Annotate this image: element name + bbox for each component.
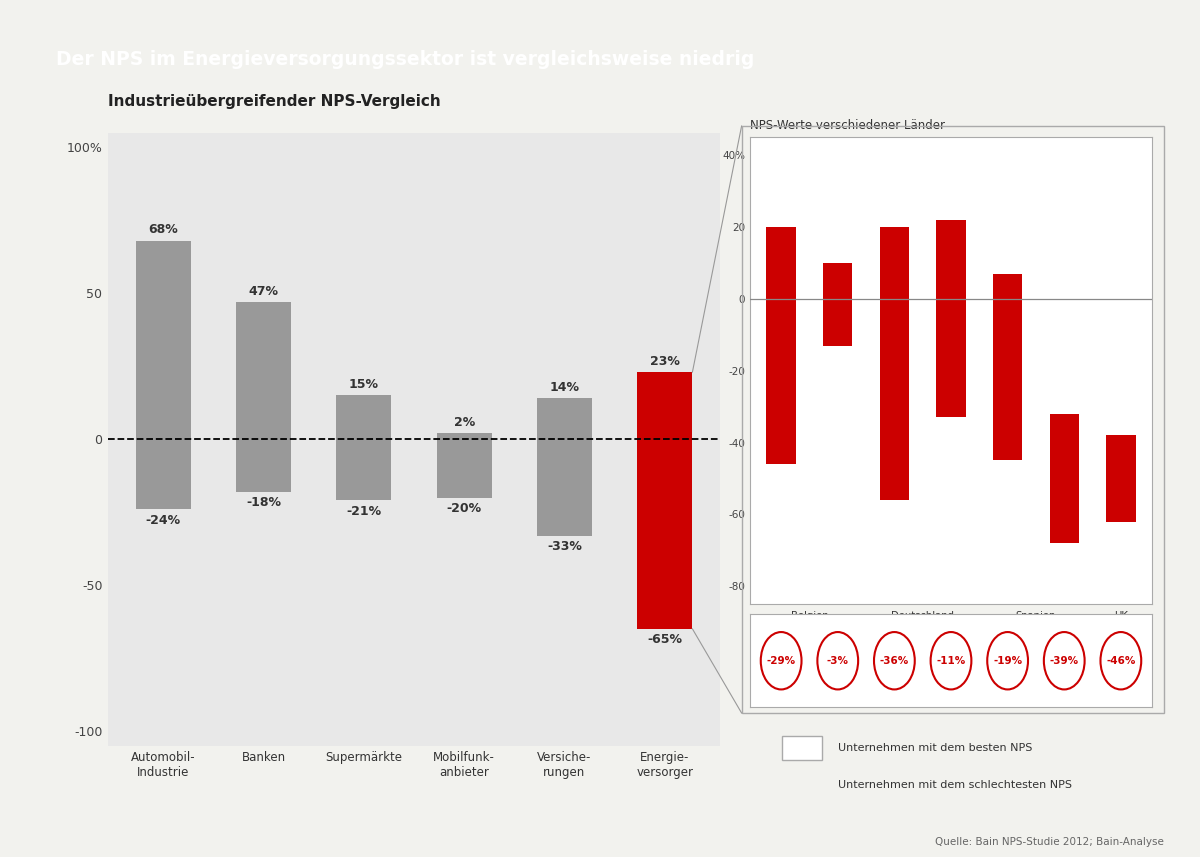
Text: 68%: 68% — [149, 224, 178, 237]
Bar — [136, 241, 191, 509]
Text: -19%: -19% — [994, 656, 1022, 666]
Text: Quelle: Bain NPS-Studie 2012; Bain-Analyse: Quelle: Bain NPS-Studie 2012; Bain-Analy… — [935, 836, 1164, 847]
Text: -24%: -24% — [145, 513, 181, 526]
Text: Industrieübergreifender NPS-Vergleich: Industrieübergreifender NPS-Vergleich — [108, 93, 440, 109]
Bar — [236, 302, 292, 492]
Ellipse shape — [931, 632, 971, 689]
Text: -36%: -36% — [880, 656, 910, 666]
Bar — [637, 372, 692, 629]
Text: 23%: 23% — [650, 355, 679, 368]
Text: -29%: -29% — [767, 656, 796, 666]
FancyBboxPatch shape — [782, 735, 822, 760]
Bar — [880, 227, 910, 500]
Bar — [1106, 435, 1135, 522]
Ellipse shape — [761, 632, 802, 689]
Text: -65%: -65% — [647, 633, 683, 646]
Bar — [767, 227, 796, 464]
Text: 15%: 15% — [349, 378, 379, 391]
Text: 47%: 47% — [248, 285, 278, 297]
Text: Belgien: Belgien — [791, 611, 828, 621]
Ellipse shape — [988, 632, 1028, 689]
Bar — [992, 273, 1022, 460]
Bar — [936, 219, 966, 417]
Text: -21%: -21% — [347, 505, 382, 518]
Text: 2%: 2% — [454, 416, 475, 429]
Text: -18%: -18% — [246, 496, 281, 509]
Text: -46%: -46% — [1106, 656, 1135, 666]
Ellipse shape — [817, 632, 858, 689]
Text: -33%: -33% — [547, 540, 582, 553]
Text: Spanien: Spanien — [1015, 611, 1056, 621]
Text: UK: UK — [1114, 611, 1128, 621]
Text: Niederlande: Niederlande — [892, 631, 953, 641]
Text: 14%: 14% — [550, 381, 580, 394]
Text: -39%: -39% — [1050, 656, 1079, 666]
Ellipse shape — [874, 632, 914, 689]
Ellipse shape — [1100, 632, 1141, 689]
Text: -20%: -20% — [446, 502, 481, 515]
Text: Der NPS im Energieversorgungssektor ist vergleichsweise niedrig: Der NPS im Energieversorgungssektor ist … — [56, 50, 755, 69]
Bar — [336, 395, 391, 500]
Ellipse shape — [1044, 632, 1085, 689]
Bar — [437, 434, 492, 498]
Text: Frankreich: Frankreich — [784, 631, 835, 641]
Text: Schweden: Schweden — [1010, 631, 1062, 641]
Text: NPS: NPS — [760, 656, 785, 666]
Bar — [1050, 414, 1079, 543]
Text: Unternehmen mit dem schlechtesten NPS: Unternehmen mit dem schlechtesten NPS — [839, 780, 1073, 790]
Bar — [536, 399, 592, 536]
Bar — [823, 263, 852, 345]
Text: NPS-Werte verschiedener Länder: NPS-Werte verschiedener Länder — [750, 119, 946, 132]
Text: Unternehmen mit dem besten NPS: Unternehmen mit dem besten NPS — [839, 743, 1033, 752]
Text: Deutschland: Deutschland — [892, 611, 954, 621]
Text: -3%: -3% — [827, 656, 848, 666]
Text: -11%: -11% — [936, 656, 966, 666]
